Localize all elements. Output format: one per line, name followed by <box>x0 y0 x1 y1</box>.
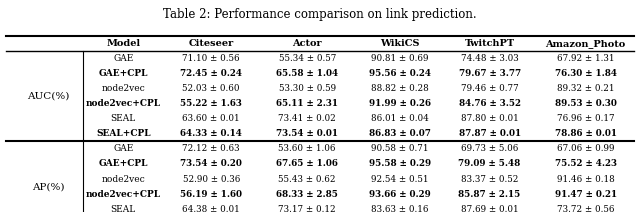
Text: 93.66 ± 0.29: 93.66 ± 0.29 <box>369 190 431 199</box>
Text: 87.87 ± 0.01: 87.87 ± 0.01 <box>458 129 521 138</box>
Text: GAE: GAE <box>113 54 133 63</box>
Text: 86.01 ± 0.04: 86.01 ± 0.04 <box>371 114 429 123</box>
Text: 92.54 ± 0.51: 92.54 ± 0.51 <box>371 174 429 184</box>
Text: Model: Model <box>106 39 140 48</box>
Text: 76.96 ± 0.17: 76.96 ± 0.17 <box>557 114 614 123</box>
Text: AUC(%): AUC(%) <box>27 92 69 101</box>
Text: 95.58 ± 0.29: 95.58 ± 0.29 <box>369 159 431 169</box>
Text: Citeseer: Citeseer <box>189 39 234 48</box>
Text: SEAL+CPL: SEAL+CPL <box>96 129 150 138</box>
Text: 91.99 ± 0.26: 91.99 ± 0.26 <box>369 99 431 108</box>
Text: 68.33 ± 2.85: 68.33 ± 2.85 <box>276 190 338 199</box>
Text: 67.06 ± 0.99: 67.06 ± 0.99 <box>557 144 614 153</box>
Text: 87.80 ± 0.01: 87.80 ± 0.01 <box>461 114 518 123</box>
Text: 78.86 ± 0.01: 78.86 ± 0.01 <box>555 129 616 138</box>
Text: 63.60 ± 0.01: 63.60 ± 0.01 <box>182 114 240 123</box>
Text: 91.46 ± 0.18: 91.46 ± 0.18 <box>557 174 614 184</box>
Text: 72.45 ± 0.24: 72.45 ± 0.24 <box>180 69 242 78</box>
Text: 52.90 ± 0.36: 52.90 ± 0.36 <box>182 174 240 184</box>
Text: 52.03 ± 0.60: 52.03 ± 0.60 <box>182 84 240 93</box>
Text: 76.30 ± 1.84: 76.30 ± 1.84 <box>555 69 616 78</box>
Text: 89.53 ± 0.30: 89.53 ± 0.30 <box>555 99 616 108</box>
Text: 56.19 ± 1.60: 56.19 ± 1.60 <box>180 190 242 199</box>
Text: 83.63 ± 0.16: 83.63 ± 0.16 <box>371 205 429 212</box>
Text: 90.58 ± 0.71: 90.58 ± 0.71 <box>371 144 429 153</box>
Text: GAE+CPL: GAE+CPL <box>99 69 148 78</box>
Text: 75.52 ± 4.23: 75.52 ± 4.23 <box>555 159 616 169</box>
Text: node2vec: node2vec <box>101 84 145 93</box>
Text: 84.76 ± 3.52: 84.76 ± 3.52 <box>459 99 520 108</box>
Text: 69.73 ± 5.06: 69.73 ± 5.06 <box>461 144 518 153</box>
Text: SEAL: SEAL <box>111 114 136 123</box>
Text: GAE: GAE <box>113 144 133 153</box>
Text: 88.82 ± 0.28: 88.82 ± 0.28 <box>371 84 429 93</box>
Text: 83.37 ± 0.52: 83.37 ± 0.52 <box>461 174 518 184</box>
Text: 55.43 ± 0.62: 55.43 ± 0.62 <box>278 174 336 184</box>
Text: 91.47 ± 0.21: 91.47 ± 0.21 <box>554 190 617 199</box>
Text: 53.60 ± 1.06: 53.60 ± 1.06 <box>278 144 336 153</box>
Text: 55.22 ± 1.63: 55.22 ± 1.63 <box>180 99 242 108</box>
Text: 79.09 ± 5.48: 79.09 ± 5.48 <box>458 159 521 169</box>
Text: 86.83 ± 0.07: 86.83 ± 0.07 <box>369 129 431 138</box>
Text: GAE+CPL: GAE+CPL <box>99 159 148 169</box>
Text: TwitchPT: TwitchPT <box>465 39 515 48</box>
Text: 87.69 ± 0.01: 87.69 ± 0.01 <box>461 205 518 212</box>
Text: node2vec: node2vec <box>101 174 145 184</box>
Text: Table 2: Performance comparison on link prediction.: Table 2: Performance comparison on link … <box>163 8 477 21</box>
Text: SEAL: SEAL <box>111 205 136 212</box>
Text: 72.12 ± 0.63: 72.12 ± 0.63 <box>182 144 240 153</box>
Text: 65.11 ± 2.31: 65.11 ± 2.31 <box>276 99 338 108</box>
Text: 74.48 ± 3.03: 74.48 ± 3.03 <box>461 54 518 63</box>
Text: 79.67 ± 3.77: 79.67 ± 3.77 <box>458 69 521 78</box>
Text: 95.56 ± 0.24: 95.56 ± 0.24 <box>369 69 431 78</box>
Text: node2vec+CPL: node2vec+CPL <box>86 190 161 199</box>
Text: 79.46 ± 0.77: 79.46 ± 0.77 <box>461 84 518 93</box>
Text: Amazon_Photo: Amazon_Photo <box>545 39 626 48</box>
Text: 64.38 ± 0.01: 64.38 ± 0.01 <box>182 205 240 212</box>
Text: 71.10 ± 0.56: 71.10 ± 0.56 <box>182 54 240 63</box>
Text: 65.58 ± 1.04: 65.58 ± 1.04 <box>276 69 339 78</box>
Text: 90.81 ± 0.69: 90.81 ± 0.69 <box>371 54 429 63</box>
Text: 89.32 ± 0.21: 89.32 ± 0.21 <box>557 84 614 93</box>
Text: 67.92 ± 1.31: 67.92 ± 1.31 <box>557 54 614 63</box>
Text: 73.41 ± 0.02: 73.41 ± 0.02 <box>278 114 336 123</box>
Text: 73.54 ± 0.20: 73.54 ± 0.20 <box>180 159 242 169</box>
Text: 64.33 ± 0.14: 64.33 ± 0.14 <box>180 129 242 138</box>
Text: 55.34 ± 0.57: 55.34 ± 0.57 <box>278 54 336 63</box>
Text: 67.65 ± 1.06: 67.65 ± 1.06 <box>276 159 338 169</box>
Text: node2vec+CPL: node2vec+CPL <box>86 99 161 108</box>
Text: 53.30 ± 0.59: 53.30 ± 0.59 <box>278 84 336 93</box>
Text: WikiCS: WikiCS <box>380 39 420 48</box>
Text: AP(%): AP(%) <box>32 182 64 191</box>
Text: 73.72 ± 0.56: 73.72 ± 0.56 <box>557 205 614 212</box>
Text: 73.54 ± 0.01: 73.54 ± 0.01 <box>276 129 338 138</box>
Text: 85.87 ± 2.15: 85.87 ± 2.15 <box>458 190 521 199</box>
Text: Actor: Actor <box>292 39 322 48</box>
Text: 73.17 ± 0.12: 73.17 ± 0.12 <box>278 205 336 212</box>
